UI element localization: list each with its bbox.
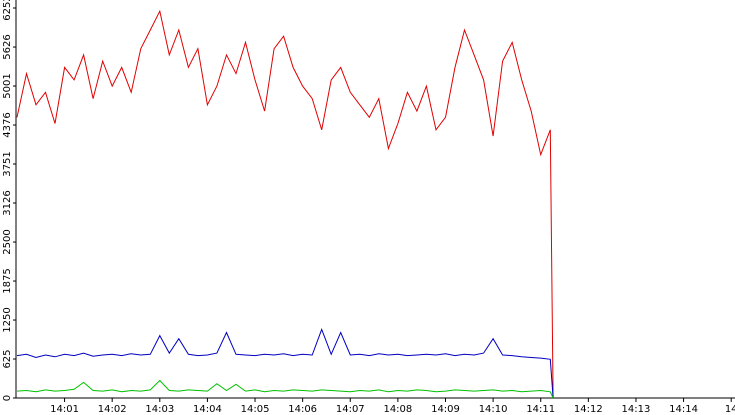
series-line — [16, 379, 554, 399]
series-line — [16, 327, 554, 399]
y-tick-label: 625 — [2, 349, 13, 368]
y-tick-label: 5001 — [2, 73, 13, 98]
x-tick-label: 14:01 — [50, 404, 79, 415]
series-line — [16, 9, 554, 399]
y-tick-label: 5626 — [2, 34, 13, 59]
x-tick-label: 14:04 — [193, 404, 222, 415]
y-tick-label: 1875 — [2, 268, 13, 293]
x-tick-label: 14 — [725, 404, 735, 415]
x-tick-label: 14:05 — [241, 404, 270, 415]
x-tick-label: 14:13 — [622, 404, 651, 415]
y-tick-label: 0 — [2, 395, 13, 401]
y-tick-label: 6252 — [2, 0, 13, 21]
x-tick-label: 14:07 — [336, 404, 365, 415]
x-tick-label: 14:10 — [479, 404, 508, 415]
x-tick-label: 14:14 — [669, 404, 698, 415]
x-tick-label: 14:02 — [98, 404, 127, 415]
y-tick-label: 3126 — [2, 190, 13, 215]
x-tick-label: 14:12 — [574, 404, 603, 415]
x-tick-label: 14:08 — [383, 404, 412, 415]
x-tick-label: 14:06 — [288, 404, 317, 415]
x-tick-label: 14:09 — [431, 404, 460, 415]
y-tick-label: 3751 — [2, 151, 13, 176]
y-tick-label: 2500 — [2, 229, 13, 254]
x-tick-label: 14:03 — [145, 404, 174, 415]
x-tick-label: 14:11 — [526, 404, 555, 415]
y-tick-label: 1250 — [2, 307, 13, 332]
y-tick-label: 4376 — [2, 112, 13, 137]
